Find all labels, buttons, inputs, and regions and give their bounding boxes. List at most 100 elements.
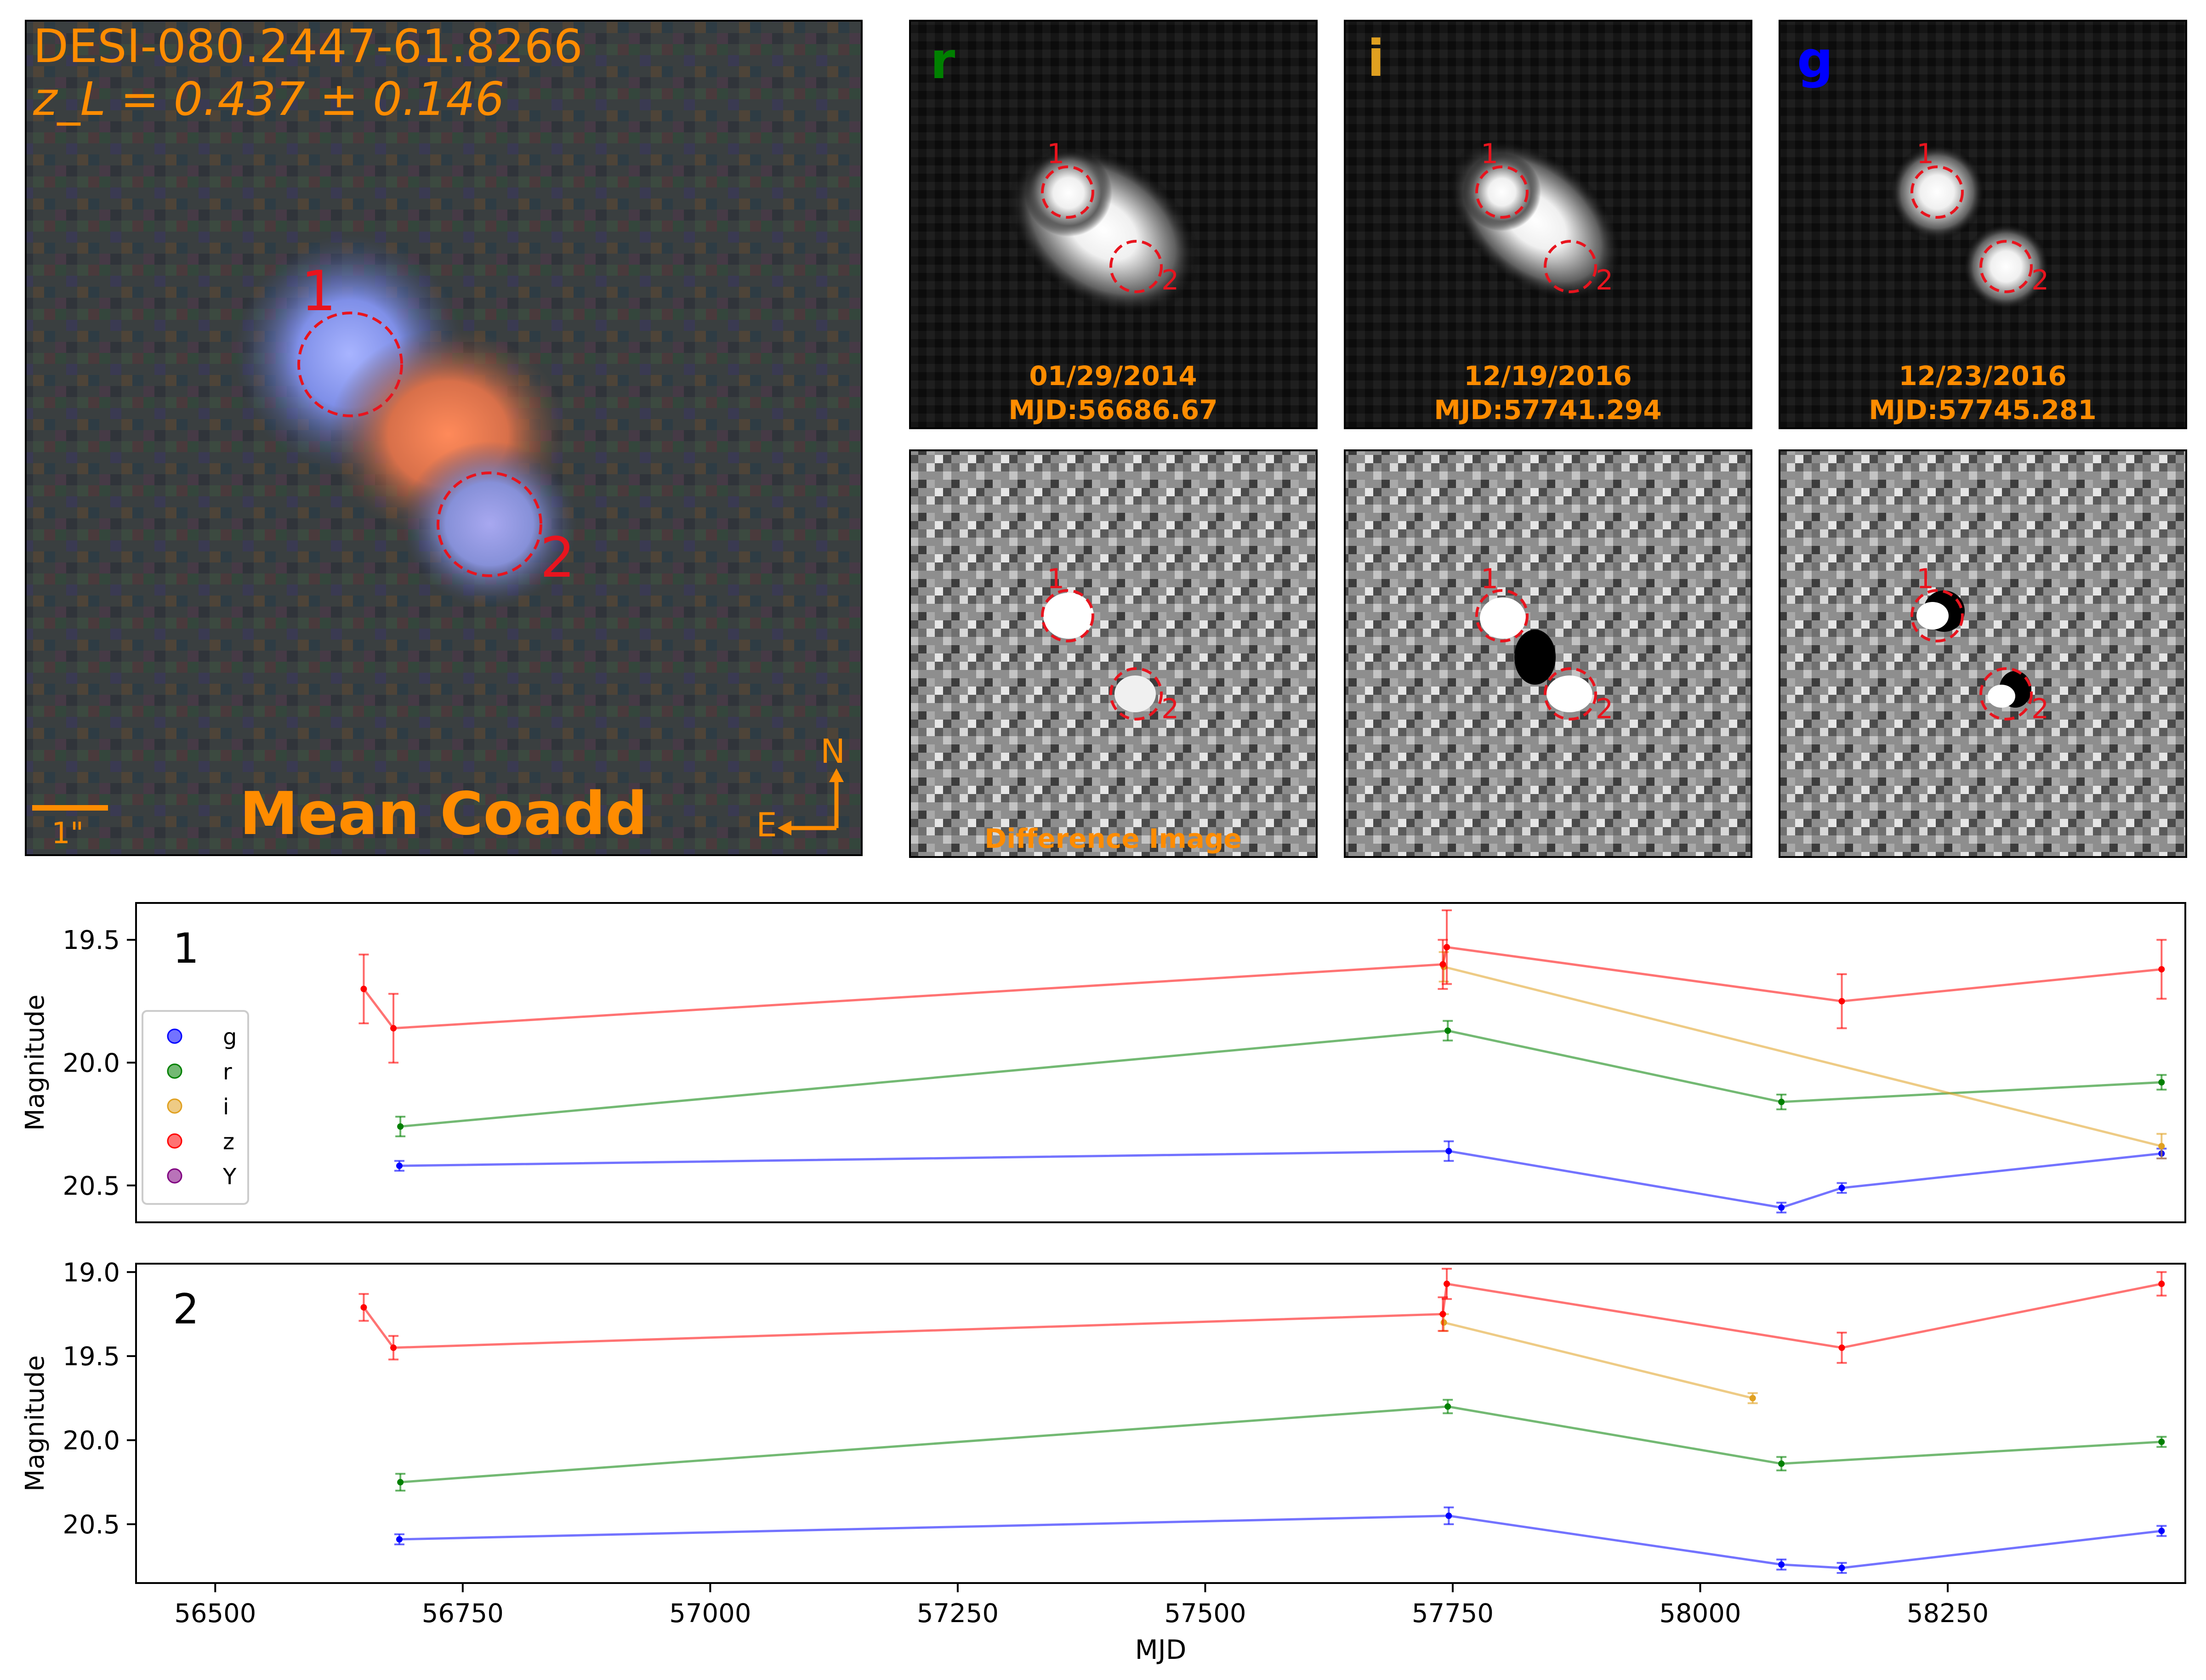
legend-label-r: r (223, 1059, 232, 1085)
xtick-label: 58000 (1659, 1599, 1741, 1629)
ytick-label: 19.5 (63, 925, 120, 955)
diff-g-marker-label-1: 1 (1916, 563, 1934, 595)
g-marker-label-1: 1 (1916, 138, 1934, 170)
data-point-i (2158, 1143, 2165, 1150)
data-point-z (390, 1025, 397, 1032)
mjd-g: MJD:57745.281 (1869, 394, 2097, 426)
r-marker-1 (1041, 165, 1094, 219)
data-point-r (2158, 1079, 2165, 1086)
mjd-r: MJD:56686.67 (1008, 394, 1217, 426)
object-name: DESI-080.2447-61.8266 (33, 19, 583, 73)
diff-g-marker-1 (1910, 589, 1964, 642)
panel-2-label: 2 (173, 1285, 199, 1334)
coadd-marker-label-2: 2 (540, 526, 575, 590)
ytick-label: 20.0 (63, 1049, 120, 1078)
legend-label-Y: Y (222, 1164, 237, 1190)
data-point-i (1440, 1319, 1447, 1326)
diff-r-marker-2 (1109, 667, 1163, 721)
xtick-label: 58250 (1907, 1599, 1989, 1629)
i-marker-label-1: 1 (1481, 138, 1498, 170)
coadd-marker-label-1: 1 (301, 260, 336, 324)
g-marker-2 (1979, 240, 2033, 293)
band-panel-i: 1 2 i 12/19/2016 MJD:57741.294 (1344, 20, 1752, 429)
legend-marker-r (167, 1063, 182, 1079)
data-point-i (1749, 1395, 1756, 1402)
compass-north: N (820, 732, 845, 771)
date-i: 12/19/2016 (1464, 360, 1632, 392)
data-point-r (1444, 1027, 1451, 1034)
redshift-label: z_L = 0.437 ± 0.146 (33, 72, 505, 126)
panel-1-label: 1 (173, 925, 199, 973)
data-point-g (396, 1536, 403, 1543)
diff-i-marker-label-1: 1 (1481, 563, 1498, 595)
data-point-z (2158, 1280, 2165, 1287)
coadd-marker-circle-1 (297, 312, 403, 417)
mjd-i: MJD:57741.294 (1434, 394, 1662, 426)
legend-box (142, 1010, 249, 1205)
ytick-label: 19.5 (63, 1342, 120, 1372)
r-marker-label-1: 1 (1047, 138, 1064, 170)
panel-2-frame (135, 1263, 2186, 1584)
xtick-label: 57750 (1412, 1599, 1494, 1629)
coadd-marker-circle-2 (437, 471, 542, 577)
band-panel-g: 1 2 g 12/23/2016 MJD:57745.281 (1779, 20, 2187, 429)
scale-label: 1" (51, 817, 84, 851)
diff-panel-g: 1 2 (1779, 449, 2187, 858)
legend-marker-g (167, 1028, 182, 1044)
ytick-label: 20.0 (63, 1426, 120, 1456)
x-axis-label: MJD (1135, 1634, 1187, 1665)
legend-label-i: i (223, 1094, 229, 1120)
difference-image-label: Difference Image (984, 823, 1242, 854)
xtick-label: 56500 (174, 1599, 256, 1629)
coadd-panel: 1 2 DESI-080.2447-61.8266 z_L = 0.437 ± … (25, 19, 863, 856)
diff-panel-r: 1 2 Difference Image (909, 449, 1318, 858)
data-point-r (397, 1123, 404, 1130)
compass-icon (778, 768, 844, 835)
data-point-z (1838, 1344, 1845, 1351)
series-z-line (363, 946, 2162, 1030)
series-r-line (400, 1029, 2162, 1128)
diff-r-marker-label-1: 1 (1047, 563, 1064, 595)
data-point-g (1445, 1147, 1452, 1154)
r-marker-label-2: 2 (1161, 264, 1179, 296)
diff-r-marker-label-2: 2 (1161, 693, 1179, 725)
data-point-r (1444, 1403, 1451, 1410)
legend-marker-z (167, 1133, 182, 1149)
series-i-line (1443, 1321, 1753, 1400)
compass-east: E (756, 806, 777, 844)
g-marker-label-2: 2 (2031, 264, 2049, 296)
band-label-i: i (1367, 29, 1385, 88)
data-point-r (1778, 1099, 1785, 1106)
ytick-label: 20.5 (63, 1510, 120, 1540)
data-point-z (1439, 1311, 1446, 1317)
ytick-label: 20.5 (63, 1171, 120, 1201)
date-r: 01/29/2014 (1029, 360, 1197, 392)
r-marker-2 (1109, 240, 1163, 293)
data-point-r (397, 1479, 404, 1486)
data-point-g (396, 1163, 403, 1169)
data-point-g (1778, 1561, 1785, 1568)
coadd-title: Mean Coadd (239, 780, 648, 848)
legend-marker-Y (167, 1168, 182, 1184)
diff-i-marker-2 (1544, 667, 1597, 721)
ytick-label: 19.0 (63, 1258, 120, 1288)
diff-i-marker-label-2: 2 (1596, 693, 1613, 725)
i-marker-2 (1544, 240, 1597, 293)
date-g: 12/23/2016 (1899, 360, 2066, 392)
series-r-line (400, 1405, 2162, 1484)
data-point-z (1444, 944, 1450, 951)
panel-1-frame (135, 902, 2186, 1223)
diff-i-marker-1 (1475, 589, 1529, 642)
i-marker-1 (1475, 165, 1529, 219)
data-point-g (1778, 1204, 1785, 1211)
data-point-z (1444, 1280, 1450, 1287)
xtick-label: 56750 (422, 1599, 504, 1629)
xtick-label: 57500 (1164, 1599, 1246, 1629)
diff-g-marker-2 (1979, 667, 2033, 721)
data-point-z (1838, 998, 1845, 1005)
legend-label-g: g (223, 1024, 237, 1050)
diff-r-marker-1 (1041, 589, 1094, 642)
data-point-r (1778, 1460, 1785, 1467)
data-point-r (2158, 1438, 2165, 1445)
